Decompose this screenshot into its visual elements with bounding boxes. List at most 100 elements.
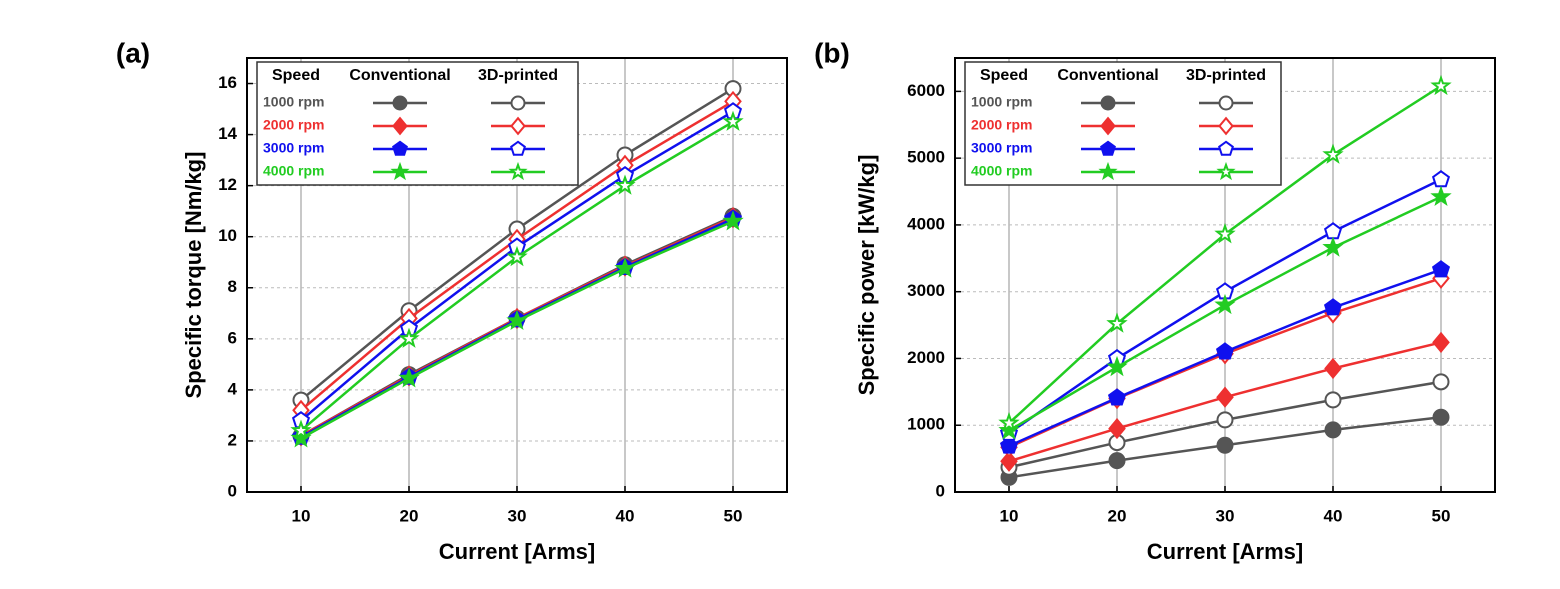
y-tick-label: 14 — [218, 124, 237, 143]
legend-marker — [508, 161, 528, 181]
marker — [999, 436, 1019, 454]
marker — [1216, 411, 1234, 429]
y-tick-label: 6 — [228, 328, 237, 347]
marker — [1216, 386, 1234, 408]
marker — [1324, 357, 1342, 380]
marker — [998, 419, 1020, 440]
y-tick-label: 3000 — [907, 281, 945, 300]
legend-marker — [392, 140, 408, 156]
marker — [1108, 418, 1126, 440]
marker — [1215, 342, 1235, 360]
y-tick-label: 4 — [228, 379, 238, 398]
y-tick-label: 0 — [936, 481, 945, 500]
legend-header: Conventional — [1057, 67, 1158, 84]
legend-marker — [1100, 140, 1116, 156]
marker — [1214, 293, 1236, 315]
marker — [1322, 143, 1344, 164]
marker — [1324, 391, 1342, 409]
marker — [398, 367, 420, 388]
marker — [1322, 236, 1344, 257]
y-tick-label: 8 — [228, 277, 237, 296]
legend-header: Conventional — [349, 67, 450, 84]
marker — [614, 174, 636, 195]
legend-header: 3D-printed — [1186, 67, 1266, 84]
legend-marker — [1218, 116, 1234, 136]
marker — [614, 257, 636, 278]
marker — [1106, 312, 1128, 333]
legend-marker — [1100, 95, 1116, 111]
y-axis-label: Specific power [kW/kg] — [854, 155, 879, 396]
panel-label: (a) — [116, 37, 150, 68]
marker — [1432, 373, 1450, 391]
y-tick-label: 10 — [218, 226, 237, 245]
y-tick-label: 12 — [218, 175, 237, 194]
marker — [1323, 222, 1343, 240]
x-tick-label: 50 — [1432, 506, 1451, 525]
marker — [1432, 408, 1450, 426]
marker — [1431, 170, 1451, 188]
marker — [1108, 452, 1126, 470]
legend-marker — [392, 95, 408, 111]
x-tick-label: 30 — [1216, 506, 1235, 525]
x-axis-label: Current [Arms] — [439, 539, 595, 564]
marker — [290, 427, 312, 448]
x-tick-label: 40 — [616, 506, 635, 525]
x-tick-label: 40 — [1324, 506, 1343, 525]
y-tick-label: 4000 — [907, 214, 945, 233]
x-tick-label: 30 — [508, 506, 527, 525]
legend-label: 3000 rpm — [263, 140, 324, 156]
marker — [998, 412, 1020, 433]
legend-marker — [510, 116, 526, 136]
legend-header: Speed — [980, 67, 1028, 84]
marker — [1107, 388, 1127, 406]
legend-box — [256, 61, 579, 186]
legend-marker — [1100, 116, 1116, 136]
legend-label: 4000 rpm — [971, 163, 1032, 179]
x-tick-label: 50 — [724, 506, 743, 525]
legend-marker — [510, 140, 526, 156]
x-tick-label: 20 — [400, 506, 419, 525]
marker — [722, 110, 744, 131]
legend-label: 2000 rpm — [263, 117, 324, 133]
legend-label: 2000 rpm — [971, 117, 1032, 133]
legend-marker — [392, 116, 408, 136]
legend-label: 3000 rpm — [971, 140, 1032, 156]
marker — [1106, 355, 1128, 377]
y-tick-label: 6000 — [907, 81, 945, 100]
marker — [1324, 421, 1342, 439]
marker — [506, 245, 528, 267]
y-tick-label: 2000 — [907, 348, 945, 367]
marker — [290, 419, 312, 440]
legend-header: 3D-printed — [478, 67, 558, 84]
y-tick-label: 2 — [228, 430, 237, 449]
legend-marker — [510, 95, 526, 111]
plot-frame — [954, 57, 1496, 493]
y-tick-label: 1000 — [907, 415, 945, 434]
x-tick-label: 20 — [1108, 506, 1127, 525]
plot-frame — [246, 57, 788, 493]
marker — [1108, 434, 1126, 452]
legend-label: 1000 rpm — [971, 94, 1032, 110]
marker — [722, 210, 744, 231]
legend-marker — [1218, 95, 1234, 111]
y-tick-label: 5000 — [907, 148, 945, 167]
marker — [1216, 436, 1234, 454]
y-axis-label: Specific torque [Nm/kg] — [181, 152, 206, 399]
marker — [398, 327, 420, 348]
legend-label: 4000 rpm — [263, 163, 324, 179]
legend-marker — [1218, 140, 1234, 156]
marker — [1323, 298, 1343, 316]
marker — [506, 309, 528, 331]
legend-marker — [1098, 161, 1118, 181]
legend-marker — [1216, 161, 1236, 181]
x-axis-label: Current [Arms] — [1147, 539, 1303, 564]
x-tick-label: 10 — [1000, 506, 1019, 525]
marker — [724, 80, 742, 98]
marker — [1214, 223, 1236, 244]
x-tick-label: 10 — [292, 506, 311, 525]
y-tick-label: 16 — [218, 73, 237, 92]
y-tick-label: 0 — [228, 481, 237, 500]
legend-label: 1000 rpm — [263, 94, 324, 110]
marker — [1000, 450, 1018, 472]
